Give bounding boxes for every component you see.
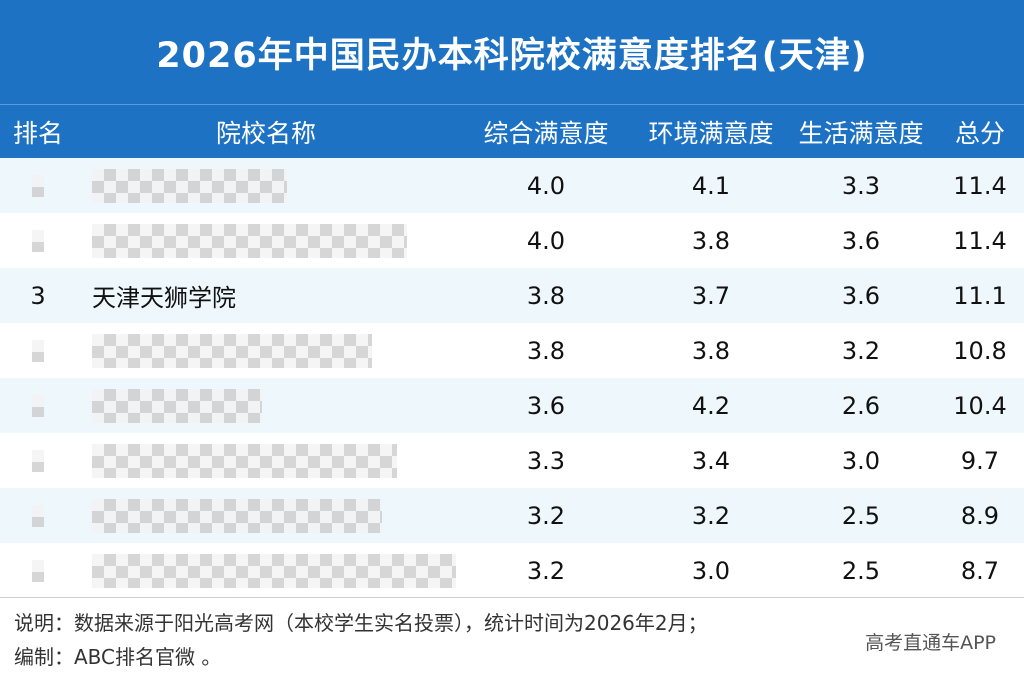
redacted-name xyxy=(92,553,456,588)
redacted-name xyxy=(92,333,372,368)
header-rank: 排名 xyxy=(12,118,63,148)
row-overall: 3.2 xyxy=(526,501,566,530)
row-life: 3.6 xyxy=(841,226,881,255)
row-rank xyxy=(0,213,76,268)
row-rank xyxy=(0,378,76,433)
row-total: 11.4 xyxy=(953,226,1007,255)
row-rank xyxy=(0,158,76,213)
table-row: 3.6 4.2 2.6 10.4 xyxy=(0,378,1024,433)
row-total: 8.9 xyxy=(960,501,1000,530)
row-rank: 3 xyxy=(30,281,46,310)
header-environment: 环境满意度 xyxy=(648,118,774,148)
row-school-name xyxy=(76,213,456,268)
row-life: 3.3 xyxy=(841,171,881,200)
row-total: 10.8 xyxy=(953,336,1007,365)
row-school-name xyxy=(76,378,456,433)
row-total: 9.7 xyxy=(960,446,1000,475)
row-total: 11.4 xyxy=(953,171,1007,200)
row-environment: 3.7 xyxy=(691,281,731,310)
table-row: 3 天津天狮学院 3.8 3.7 3.6 11.1 xyxy=(0,268,1024,323)
header-name: 院校名称 xyxy=(215,118,316,148)
row-rank xyxy=(0,488,76,543)
row-life: 3.0 xyxy=(841,446,881,475)
redacted-rank xyxy=(32,449,44,472)
redacted-rank xyxy=(32,174,44,197)
row-rank xyxy=(0,543,76,598)
row-overall: 3.6 xyxy=(526,391,566,420)
redacted-rank xyxy=(32,394,44,417)
redacted-rank xyxy=(32,559,44,582)
row-school-name: 天津天狮学院 xyxy=(92,284,236,312)
row-overall: 4.0 xyxy=(526,226,566,255)
row-life: 2.5 xyxy=(841,501,881,530)
row-environment: 3.2 xyxy=(691,501,731,530)
footer: 说明：数据来源于阳光高考网（本校学生实名投票），统计时间为2026年2月； 编制… xyxy=(0,597,1024,679)
table-row: 3.8 3.8 3.2 10.8 xyxy=(0,323,1024,378)
row-overall: 3.8 xyxy=(526,281,566,310)
table-row: 3.3 3.4 3.0 9.7 xyxy=(0,433,1024,488)
footer-note: 说明：数据来源于阳光高考网（本校学生实名投票），统计时间为2026年2月； xyxy=(14,611,708,635)
row-total: 10.4 xyxy=(953,391,1007,420)
row-environment: 3.4 xyxy=(691,446,731,475)
redacted-rank xyxy=(32,504,44,527)
table-header: 排名 院校名称 综合满意度 环境满意度 生活满意度 总分 xyxy=(0,104,1024,158)
row-total: 11.1 xyxy=(953,281,1007,310)
row-school-name xyxy=(76,543,456,598)
row-overall: 3.8 xyxy=(526,336,566,365)
row-school-name xyxy=(76,323,456,378)
row-environment: 3.8 xyxy=(691,336,731,365)
redacted-name xyxy=(92,168,287,203)
watermark: 高考直通车APP xyxy=(865,632,996,654)
row-rank xyxy=(0,433,76,488)
table-row: 3.2 3.2 2.5 8.9 xyxy=(0,488,1024,543)
row-total: 8.7 xyxy=(960,556,1000,585)
row-school-name xyxy=(76,488,456,543)
redacted-name xyxy=(92,498,382,533)
row-life: 2.5 xyxy=(841,556,881,585)
header-overall: 综合满意度 xyxy=(483,118,609,148)
table-body: 4.0 4.1 3.3 11.4 4.0 3.8 3.6 11.4 3 天津天狮学院 3.8 3.7 3… xyxy=(0,158,1024,598)
row-environment: 3.8 xyxy=(691,226,731,255)
row-environment: 3.0 xyxy=(691,556,731,585)
row-life: 2.6 xyxy=(841,391,881,420)
table-row: 3.2 3.0 2.5 8.7 xyxy=(0,543,1024,598)
redacted-name xyxy=(92,388,262,423)
row-life: 3.2 xyxy=(841,336,881,365)
row-school-name xyxy=(76,158,456,213)
row-life: 3.6 xyxy=(841,281,881,310)
footer-editor: 编制：ABC排名官微 。 xyxy=(14,645,222,669)
redacted-name xyxy=(92,443,397,478)
row-overall: 4.0 xyxy=(526,171,566,200)
row-school-name xyxy=(76,433,456,488)
header-life: 生活满意度 xyxy=(798,118,924,148)
redacted-name xyxy=(92,223,407,258)
table-row: 4.0 4.1 3.3 11.4 xyxy=(0,158,1024,213)
row-overall: 3.2 xyxy=(526,556,566,585)
row-environment: 4.2 xyxy=(691,391,731,420)
header-total: 总分 xyxy=(954,118,1005,148)
table-title: 2026年中国民办本科院校满意度排名(天津) xyxy=(0,0,1024,104)
table-row: 4.0 3.8 3.6 11.4 xyxy=(0,213,1024,268)
row-rank xyxy=(0,323,76,378)
row-environment: 4.1 xyxy=(691,171,731,200)
redacted-rank xyxy=(32,229,44,252)
row-overall: 3.3 xyxy=(526,446,566,475)
redacted-rank xyxy=(32,339,44,362)
